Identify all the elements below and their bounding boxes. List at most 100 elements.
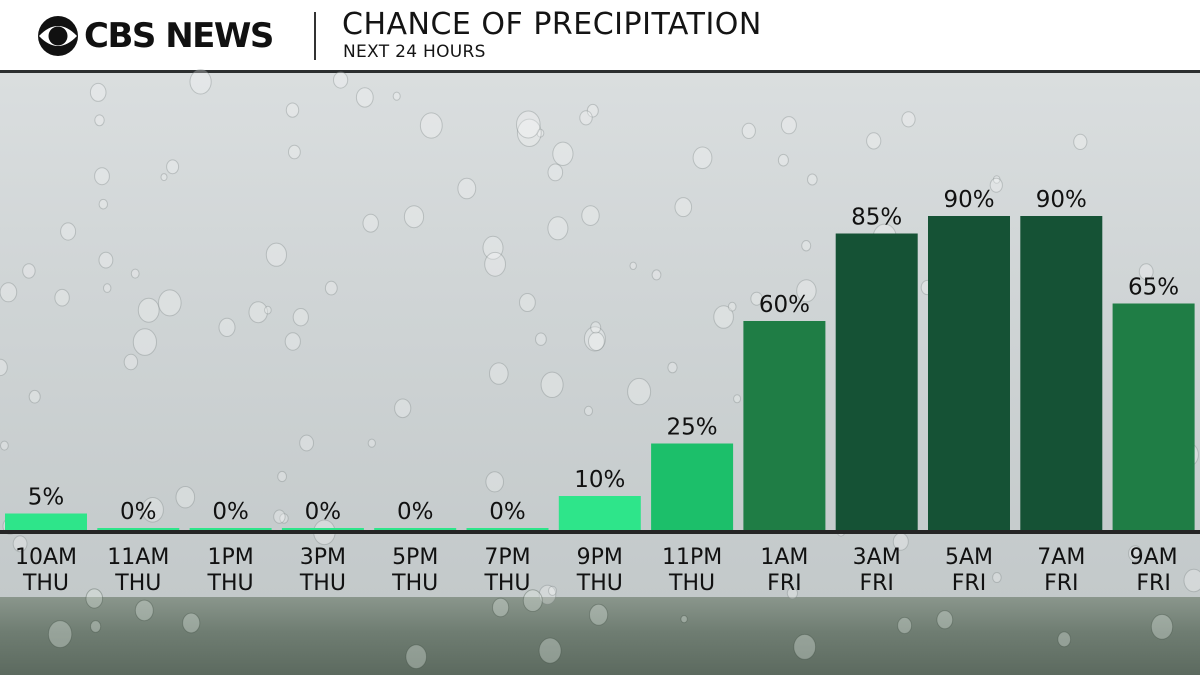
raindrop (175, 486, 196, 509)
raindrop (94, 114, 105, 127)
raindrop (1183, 568, 1200, 593)
raindrop (285, 102, 300, 118)
raindrop (651, 269, 662, 281)
bar (374, 528, 457, 531)
raindrop (182, 612, 201, 634)
x-tick-label: 7AM FRI (1037, 545, 1085, 596)
raindrop (141, 497, 164, 523)
raindrop (90, 620, 102, 633)
raindrop (12, 535, 28, 553)
bar (1020, 216, 1103, 531)
raindrop (586, 103, 599, 118)
x-tick-label: 9AM FRI (1130, 545, 1178, 596)
x-tick-label: 5PM THU (391, 545, 438, 596)
raindrop (590, 321, 602, 334)
raindrop (777, 153, 789, 167)
raindrop (780, 116, 797, 135)
raindrop (674, 197, 693, 218)
bar (281, 528, 364, 531)
bar-value-label: 0% (397, 499, 434, 525)
raindrop (713, 305, 734, 329)
raindrop (405, 644, 428, 670)
header-bar: CBS NEWS CHANCE OF PRECIPITATION NEXT 24… (0, 0, 1200, 73)
raindrop (482, 235, 504, 260)
raindrop (579, 110, 593, 126)
raindrop (492, 597, 510, 618)
raindrop (98, 251, 114, 269)
raindrop (403, 205, 425, 229)
x-tick-label: 3PM THU (299, 545, 346, 596)
header-divider (314, 12, 316, 60)
raindrop (727, 301, 737, 312)
raindrop (667, 361, 678, 374)
raindrop (355, 87, 374, 108)
raindrop (801, 240, 812, 252)
bar (97, 528, 180, 531)
raindrop (1138, 263, 1154, 281)
x-tick-label: 11PM THU (662, 545, 722, 596)
bar (189, 528, 272, 531)
bar-value-label: 85% (851, 205, 902, 231)
raindrop (1128, 545, 1143, 562)
raindrop (540, 371, 564, 398)
raindrop (1150, 613, 1174, 640)
raindrop (793, 633, 817, 660)
raindrop (288, 144, 301, 160)
raindrop (548, 585, 557, 596)
bar-value-label: 0% (120, 499, 157, 525)
chart-subtitle: NEXT 24 HOURS (343, 42, 486, 62)
raindrop (264, 305, 272, 315)
raindrop (324, 280, 338, 296)
x-tick-label: 9PM THU (576, 545, 623, 596)
raindrop (516, 110, 541, 139)
raindrop (28, 389, 41, 404)
bar (5, 513, 87, 531)
bar-value-label: 5% (28, 485, 65, 511)
raindrop (786, 586, 799, 600)
raindrop (166, 159, 180, 175)
bar-value-label: 65% (1128, 275, 1179, 301)
raindrop (516, 118, 542, 148)
raindrop (160, 173, 168, 182)
raindrop (123, 353, 139, 371)
raindrop (680, 615, 688, 624)
raindrop (134, 599, 154, 622)
raindrop (992, 572, 1002, 583)
raindrop (333, 71, 349, 89)
x-tick-label: 3AM FRI (853, 545, 901, 596)
raindrop (89, 82, 107, 102)
raindrop (0, 440, 9, 451)
x-tick-label: 1PM THU (207, 545, 254, 596)
x-tick-label: 5AM FRI (945, 545, 993, 596)
raindrop (629, 261, 637, 270)
bar-value-label: 90% (943, 187, 994, 213)
raindrop (741, 122, 756, 139)
bar-value-label: 0% (305, 499, 342, 525)
raindrop (807, 173, 818, 186)
bar-value-label: 0% (489, 499, 526, 525)
raindrop (897, 616, 913, 635)
raindrop (85, 588, 104, 609)
raindrop (94, 167, 110, 186)
raindrop (485, 471, 505, 493)
bar (1112, 303, 1195, 531)
x-tick-label: 7PM THU (483, 545, 530, 596)
raindrop (22, 263, 36, 279)
raindrop (589, 603, 609, 626)
raindrop (299, 434, 315, 452)
raindrop (588, 331, 605, 351)
x-tick-label: 1AM FRI (760, 545, 808, 596)
raindrop (901, 111, 916, 128)
raindrop (60, 222, 77, 241)
raindrop (292, 308, 309, 327)
rain-footer-background (0, 597, 1200, 675)
raindrop (581, 205, 600, 227)
raindrop (189, 69, 212, 95)
bar-value-label: 25% (667, 415, 718, 441)
raindrop (796, 279, 817, 303)
x-tick-label: 10AM THU (15, 545, 77, 596)
raindrop (158, 289, 182, 317)
bar (651, 443, 734, 531)
raindrop (265, 242, 287, 267)
